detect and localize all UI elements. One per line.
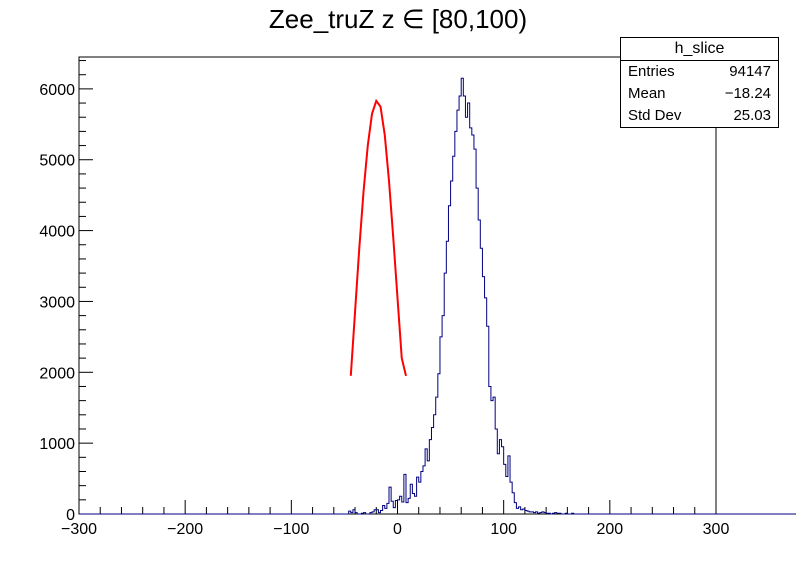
stats-value: 94147 [729, 63, 771, 80]
stats-label: Entries [628, 63, 675, 80]
y-tick-label: 5000 [39, 153, 75, 170]
stats-box-title: h_slice [621, 38, 778, 61]
stats-row-mean: Mean −18.24 [621, 83, 778, 105]
chart-title: Zee_truZ z ∈ [80,100) [268, 4, 528, 34]
x-tick-label: −200 [167, 521, 203, 538]
histogram-series [79, 77, 796, 515]
y-axis-ticks: 0 1000 2000 3000 4000 5000 6000 [39, 60, 93, 524]
stats-box: h_slice Entries 94147 Mean −18.24 Std De… [620, 37, 779, 128]
y-tick-label: 4000 [39, 224, 75, 241]
stats-label: Mean [628, 85, 666, 102]
stats-row-entries: Entries 94147 [621, 61, 778, 83]
fit-curve [349, 98, 407, 377]
y-tick-label: 6000 [39, 82, 75, 99]
x-tick-label: 100 [490, 521, 517, 538]
y-tick-label: 2000 [39, 365, 75, 382]
stats-label: Std Dev [628, 107, 682, 124]
x-tick-label: 300 [703, 521, 730, 538]
stats-value: −18.24 [724, 85, 771, 102]
x-tick-label: 0 [393, 521, 402, 538]
stats-value: 25.03 [733, 107, 771, 124]
x-tick-label: 200 [596, 521, 623, 538]
y-tick-label: 1000 [39, 436, 75, 453]
y-tick-label: 3000 [39, 294, 75, 311]
stats-row-stddev: Std Dev 25.03 [621, 105, 778, 127]
x-tick-label: −100 [273, 521, 309, 538]
x-tick-label: −300 [61, 521, 97, 538]
y-tick-label: 0 [66, 507, 75, 524]
